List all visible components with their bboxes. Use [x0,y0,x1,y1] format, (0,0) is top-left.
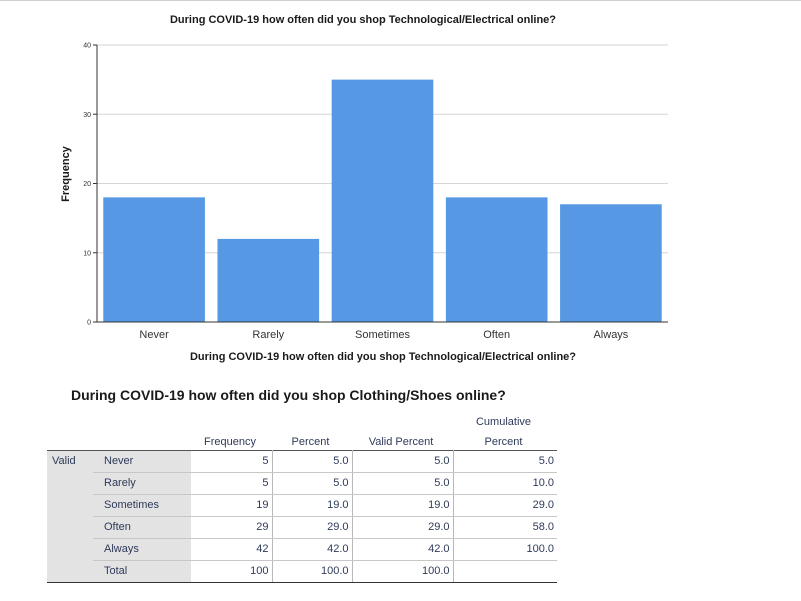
bar-never [103,197,205,322]
frequency-table: Cumulative Frequency Percent Valid Perce… [47,410,557,583]
table-row: Often 29 29.0 29.0 58.0 [47,516,557,539]
bar-always [560,204,662,322]
cell-cumulative: 5.0 [453,449,557,473]
cell-valid-percent: 5.0 [352,472,454,495]
header-percent: Percent [291,435,330,448]
cell-frequency: 42 [191,538,273,561]
axes [93,44,668,323]
cell-percent: 19.0 [272,494,353,517]
cell-valid-percent: 29.0 [352,516,454,539]
cell-percent: 5.0 [272,449,353,473]
table-row: Sometimes 19 19.0 19.0 29.0 [47,494,557,517]
cell-cumulative: 58.0 [453,516,557,539]
y-tick-label: 0 [87,320,91,327]
header-cumulative-line1: Cumulative [475,416,532,428]
y-tick-label: 20 [83,181,91,188]
cell-cumulative: 10.0 [453,472,557,495]
cell-cumulative: 29.0 [453,494,557,517]
y-axis-title: Frequency [60,146,72,202]
cell-valid-percent: 42.0 [352,538,454,561]
header-cumulative-line2: Percent [484,435,523,448]
chart-title: During COVID-19 how often did you shop T… [169,14,557,26]
x-category-label: Sometimes [355,329,411,341]
y-tick-label: 30 [83,112,91,119]
row-label: Never [93,449,191,473]
y-tick-label: 40 [83,43,91,50]
table-row: Always 42 42.0 42.0 100.0 [47,538,557,561]
cell-percent: 42.0 [272,538,353,561]
x-category-label: Rarely [252,329,284,341]
cell-frequency: 5 [191,472,273,495]
cell-frequency: 100 [191,560,273,583]
row-label: Rarely [93,472,191,495]
cell-valid-percent: 19.0 [352,494,454,517]
table-row: Valid Never 5 5.0 5.0 5.0 [47,449,557,473]
row-label: Always [93,538,191,561]
cell-cumulative: 100.0 [453,538,557,561]
cell-cumulative [453,560,557,583]
cell-percent: 29.0 [272,516,353,539]
cell-valid-percent: 5.0 [352,449,454,473]
top-divider [0,0,801,1]
cell-percent: 5.0 [272,472,353,495]
x-axis-title: During COVID-19 how often did you shop T… [189,351,577,363]
y-tick-label: 10 [83,250,91,257]
row-label: Total [93,560,191,583]
bar-sometimes [331,79,434,322]
header-frequency: Frequency [204,435,256,448]
bar-rarely [217,238,320,322]
table-title: During COVID-19 how often did you shop C… [71,387,506,403]
x-category-label: Always [593,329,628,341]
bars [103,79,662,322]
cell-frequency: 29 [191,516,273,539]
row-label: Sometimes [93,494,191,517]
table-header-row-1: Cumulative [47,410,557,430]
table-header-row-2: Frequency Percent Valid Percent Percent [47,430,557,450]
cell-frequency: 19 [191,494,273,517]
bar-chart: 0 10 20 30 40 Never Rarely Sometimes Often Always [83,43,668,342]
x-category-label: Often [483,329,510,341]
header-valid-percent: Valid Percent [368,435,434,448]
table-row: Rarely 5 5.0 5.0 10.0 [47,472,557,495]
group-label-valid: Valid [47,449,93,472]
axis-labels: 0 10 20 30 40 Never Rarely Sometimes Often Always [83,43,629,342]
x-category-label: Never [139,329,169,341]
cell-valid-percent: 100.0 [352,560,454,583]
cell-frequency: 5 [191,449,273,473]
cell-percent: 100.0 [272,560,353,583]
table-row-total: Total 100 100.0 100.0 [47,560,557,583]
row-label: Often [93,516,191,539]
bar-often [445,197,548,322]
